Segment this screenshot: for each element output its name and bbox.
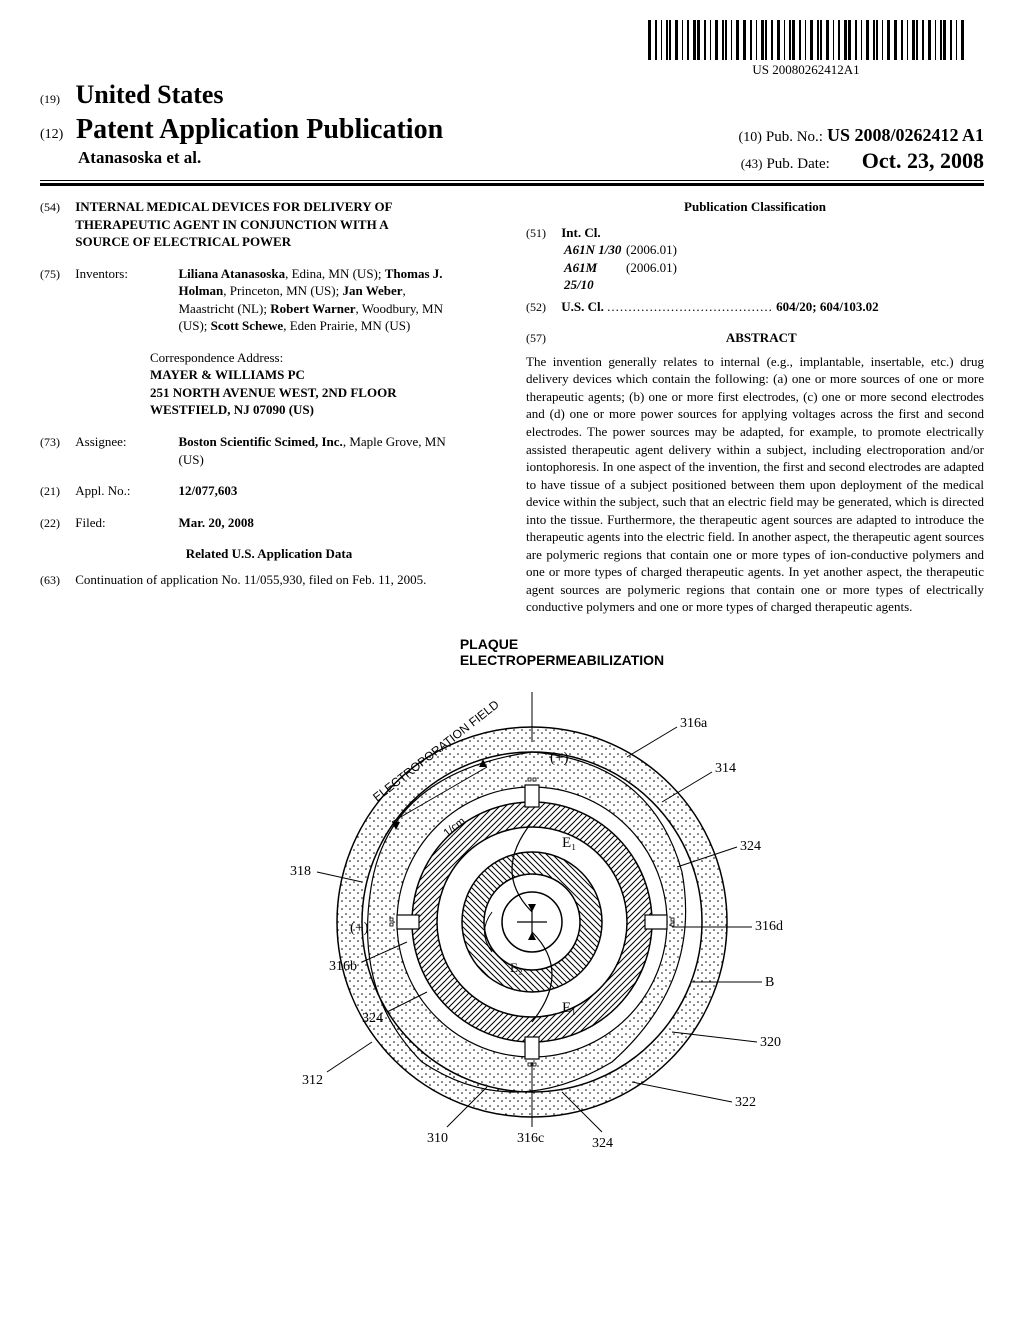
abstract-label: ABSTRACT [561,329,961,347]
cross-section-diagram: (+) (+) E₁ E₁ E₂ ELECTROPORATION FIELD 1… [232,672,792,1152]
uscl-value: 604/20; 604/103.02 [776,299,879,314]
filed-date: Mar. 20, 2008 [179,515,254,530]
intcl-code-1: A61N 1/30 [526,241,626,259]
ref-316b: 316b [329,959,357,974]
label-e1-a: E₁ [562,835,576,851]
code-22: (22) [40,515,72,531]
figure-region: PLAQUE ELECTROPERMEABILIZATION [40,636,984,1152]
code-63: (63) [40,572,72,588]
code-10: (10) [739,130,762,145]
document-header: (19) United States (12) Patent Applicati… [40,80,984,186]
code-57: (57) [526,330,558,346]
ref-324c: 324 [592,1136,613,1151]
correspondence-line2: 251 NORTH AVENUE WEST, 2ND FLOOR [150,384,498,402]
intcl-date-2: (2006.01) [626,259,677,294]
ref-322: 322 [735,1095,756,1110]
code-51: (51) [526,225,558,241]
barcode-block: US 20080262412A1 [648,20,964,78]
label-plus-left: (+) [350,920,368,936]
publication-date: Oct. 23, 2008 [862,148,984,173]
abstract-text: The invention generally relates to inter… [526,353,984,616]
barcode-icon [648,20,964,60]
ref-324a: 324 [740,839,761,854]
inventors-label: Inventors: [75,265,175,283]
barcode-text: US 20080262412A1 [648,62,964,78]
correspondence-line3: WESTFIELD, NJ 07090 (US) [150,401,498,419]
uscl-label: U.S. Cl. [561,299,604,314]
code-43: (43) [741,156,763,171]
figure-title-2: ELECTROPERMEABILIZATION [460,652,664,668]
ref-318: 318 [290,864,311,879]
appl-no-label: Appl. No.: [75,482,175,500]
invention-title: INTERNAL MEDICAL DEVICES FOR DELIVERY OF… [75,198,395,251]
intcl-date-1: (2006.01) [626,241,677,259]
label-plus-top: (+) [550,750,568,766]
right-column: Publication Classification (51) Int. Cl.… [526,198,984,616]
pub-date-label: Pub. Date: [766,156,829,172]
code-52: (52) [526,299,558,315]
header-authors: Atanasoska et al. [40,148,201,174]
inventors-list: Liliana Atanasoska, Edina, MN (US); Thom… [179,265,459,335]
related-apps-title: Related U.S. Application Data [40,545,498,563]
assignee-name: Boston Scientific Scimed, Inc. [179,434,343,449]
ref-316c: 316c [517,1131,544,1146]
correspondence-label: Correspondence Address: [150,349,498,367]
country-name: United States [76,80,224,109]
figure-title-1: PLAQUE [460,636,518,652]
pub-no-label: Pub. No.: [766,129,823,145]
ref-316d: 316d [755,919,783,934]
ref-312: 312 [302,1073,323,1088]
filed-label: Filed: [75,514,175,532]
ref-310: 310 [427,1131,448,1146]
code-75: (75) [40,266,72,282]
two-column-body: (54) INTERNAL MEDICAL DEVICES FOR DELIVE… [40,198,984,616]
pub-classification-title: Publication Classification [526,198,984,216]
application-number: 12/077,603 [179,483,238,498]
publication-type: Patent Application Publication [76,114,443,145]
code-73: (73) [40,434,72,450]
code-19: (19) [40,92,72,107]
ref-314: 314 [715,761,736,776]
related-app-text: Continuation of application No. 11/055,9… [75,571,475,589]
code-54: (54) [40,199,72,215]
ref-b: B [765,975,774,990]
label-e1-b: E₁ [562,1000,576,1016]
intcl-code-2: A61M 25/10 [526,259,626,294]
correspondence-line1: MAYER & WILLIAMS PC [150,366,498,384]
code-21: (21) [40,483,72,499]
left-column: (54) INTERNAL MEDICAL DEVICES FOR DELIVE… [40,198,498,616]
ref-320: 320 [760,1035,781,1050]
intcl-label: Int. Cl. [561,225,600,240]
assignee-label: Assignee: [75,433,175,451]
code-12: (12) [40,127,72,143]
label-e2: E₂ [510,960,522,975]
publication-number: US 2008/0262412 A1 [827,125,984,145]
ref-316a: 316a [680,716,708,731]
uscl-dots: ....................................... [607,299,773,314]
ref-324b: 324 [362,1011,383,1026]
